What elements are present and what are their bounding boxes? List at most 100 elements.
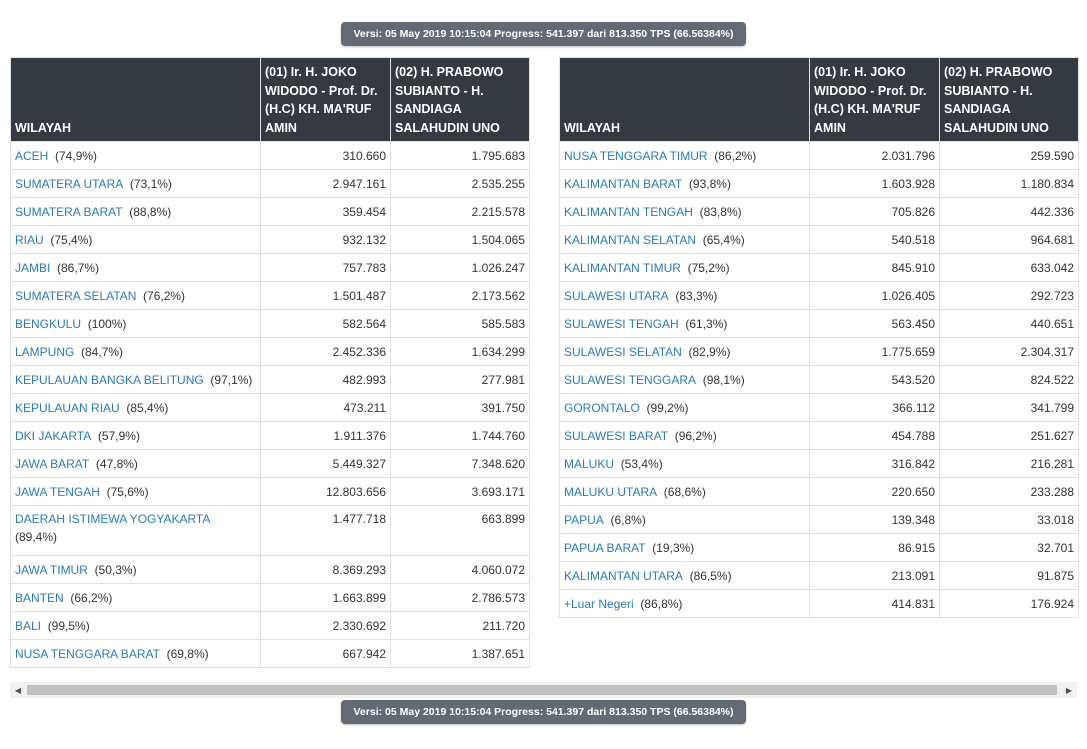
region-link[interactable]: LAMPUNG xyxy=(15,344,75,359)
region-link[interactable]: MALUKU UTARA xyxy=(564,484,658,499)
region-link[interactable]: +Luar Negeri xyxy=(564,596,634,611)
votes-candidate-02: 33.018 xyxy=(939,505,1079,534)
votes-candidate-01: 454.788 xyxy=(809,421,940,450)
region-link[interactable]: NUSA TENGGARA TIMUR xyxy=(564,148,708,163)
region-link[interactable]: JAWA TENGAH xyxy=(15,484,100,499)
region-cell: PAPUA BARAT (19,3%) xyxy=(559,533,810,562)
votes-candidate-02: 176.924 xyxy=(939,589,1079,618)
region-cell: BALI (99,5%) xyxy=(10,611,261,640)
region-link[interactable]: KALIMANTAN TIMUR xyxy=(564,260,681,275)
region-link[interactable]: KALIMANTAN BARAT xyxy=(564,176,683,191)
votes-candidate-01: 8.369.293 xyxy=(260,555,391,584)
votes-candidate-01: 757.783 xyxy=(260,253,391,282)
region-cell: +Luar Negeri (86,8%) xyxy=(559,589,810,618)
region-link[interactable]: SULAWESI BARAT xyxy=(564,428,669,443)
votes-candidate-01: 1.775.659 xyxy=(809,337,940,366)
region-link[interactable]: KALIMANTAN SELATAN xyxy=(564,232,697,247)
region-link[interactable]: NUSA TENGGARA BARAT xyxy=(15,646,160,661)
region-link[interactable]: GORONTALO xyxy=(564,400,640,415)
table-row: SUMATERA SELATAN (76,2%) 1.501.487 2.173.5… xyxy=(10,281,530,310)
region-cell: MALUKU (53,4%) xyxy=(559,449,810,478)
triangle-left-icon[interactable]: ◀ xyxy=(14,685,22,695)
region-link[interactable]: SULAWESI TENGAH xyxy=(564,316,679,331)
region-link[interactable]: SUMATERA BARAT xyxy=(15,204,123,219)
region-link[interactable]: SUMATERA SELATAN xyxy=(15,288,137,303)
region-progress-percent: (88,8%) xyxy=(129,204,172,219)
region-cell: ACEH (74,9%) xyxy=(10,141,261,170)
region-progress-percent: (86,7%) xyxy=(57,260,100,275)
region-cell: NUSA TENGGARA BARAT (69,8%) xyxy=(10,639,261,668)
region-progress-percent: (83,3%) xyxy=(675,288,718,303)
votes-candidate-02: 2.535.255 xyxy=(390,169,530,198)
table-row: DKI JAKARTA (57,9%) 1.911.376 1.744.760 xyxy=(10,421,530,450)
region-link[interactable]: JAMBI xyxy=(15,260,51,275)
table-row: GORONTALO (99,2%) 366.112 341.799 xyxy=(559,393,1079,422)
votes-candidate-02: 1.795.683 xyxy=(390,141,530,170)
region-link[interactable]: PAPUA BARAT xyxy=(564,540,646,555)
votes-candidate-02: 633.042 xyxy=(939,253,1079,282)
votes-candidate-02: 440.651 xyxy=(939,309,1079,338)
region-link[interactable]: PAPUA xyxy=(564,512,604,527)
header-candidate-01: (01) Ir. H. JOKO WIDODO - Prof. Dr. (H.C… xyxy=(809,57,940,142)
region-link[interactable]: BANTEN xyxy=(15,590,64,605)
votes-candidate-02: 585.583 xyxy=(390,309,530,338)
table-row: BALI (99,5%) 2.330.692 211.720 xyxy=(10,611,530,640)
region-link[interactable]: SUMATERA UTARA xyxy=(15,176,124,191)
votes-candidate-01: 139.348 xyxy=(809,505,940,534)
region-progress-percent: (86,8%) xyxy=(640,596,683,611)
votes-candidate-01: 540.518 xyxy=(809,225,940,254)
triangle-right-icon[interactable]: ▶ xyxy=(1065,685,1073,695)
region-link[interactable]: DKI JAKARTA xyxy=(15,428,92,443)
region-progress-percent: (61,3%) xyxy=(685,316,728,331)
votes-candidate-02: 91.875 xyxy=(939,561,1079,590)
region-link[interactable]: BALI xyxy=(15,618,42,633)
region-link[interactable]: KEPULAUAN BANGKA BELITUNG xyxy=(15,372,204,387)
region-progress-percent: (93,8%) xyxy=(688,176,731,191)
votes-candidate-01: 563.450 xyxy=(809,309,940,338)
region-link[interactable]: SULAWESI UTARA xyxy=(564,288,669,303)
region-link[interactable]: MALUKU xyxy=(564,456,615,471)
region-link[interactable]: ACEH xyxy=(15,148,49,163)
table-row: KEPULAUAN BANGKA BELITUNG (97,1%) 482.993… xyxy=(10,365,530,394)
region-link[interactable]: DAERAH ISTIMEWA YOGYAKARTA xyxy=(15,512,211,526)
votes-candidate-02: 2.304.317 xyxy=(939,337,1079,366)
table-row: KALIMANTAN UTARA (86,5%) 213.091 91.875 xyxy=(559,561,1079,590)
region-cell: BENGKULU (100%) xyxy=(10,309,261,338)
votes-candidate-01: 2.452.336 xyxy=(260,337,391,366)
region-link[interactable]: SULAWESI TENGGARA xyxy=(564,372,697,387)
region-cell: DAERAH ISTIMEWA YOGYAKARTA (89,4%) xyxy=(10,505,261,556)
votes-candidate-02: 2.786.573 xyxy=(390,583,530,612)
votes-candidate-01: 1.026.405 xyxy=(809,281,940,310)
votes-candidate-02: 2.173.562 xyxy=(390,281,530,310)
votes-candidate-01: 1.501.487 xyxy=(260,281,391,310)
region-progress-percent: (66,2%) xyxy=(70,590,113,605)
region-link[interactable]: JAWA TIMUR xyxy=(15,562,88,577)
region-link[interactable]: RIAU xyxy=(15,232,44,247)
votes-candidate-02: 259.590 xyxy=(939,141,1079,170)
region-link[interactable]: KALIMANTAN UTARA xyxy=(564,568,683,583)
region-link[interactable]: KALIMANTAN TENGAH xyxy=(564,204,693,219)
scrollbar-thumb[interactable] xyxy=(27,685,1057,695)
region-progress-percent: (47,8%) xyxy=(95,456,138,471)
region-cell: JAWA TIMUR (50,3%) xyxy=(10,555,261,584)
region-link[interactable]: KEPULAUAN RIAU xyxy=(15,400,120,415)
region-link[interactable]: SULAWESI SELATAN xyxy=(564,344,682,359)
results-table-left-body: ACEH (74,9%) 310.660 1.795.683 SUMATERA UTA… xyxy=(10,141,530,668)
votes-candidate-01: 845.910 xyxy=(809,253,940,282)
region-link[interactable]: BENGKULU xyxy=(15,316,82,331)
table-row: KALIMANTAN BARAT (93,8%) 1.603.928 1.180.8… xyxy=(559,169,1079,198)
votes-candidate-02: 1.634.299 xyxy=(390,337,530,366)
votes-candidate-02: 824.522 xyxy=(939,365,1079,394)
region-cell: RIAU (75,4%) xyxy=(10,225,261,254)
votes-candidate-02: 442.336 xyxy=(939,197,1079,226)
votes-candidate-01: 667.942 xyxy=(260,639,391,668)
votes-candidate-01: 1.911.376 xyxy=(260,421,391,450)
votes-candidate-01: 582.564 xyxy=(260,309,391,338)
region-progress-percent: (96,2%) xyxy=(674,428,717,443)
horizontal-scrollbar[interactable]: ◀ ▶ xyxy=(10,682,1077,698)
votes-candidate-01: 2.031.796 xyxy=(809,141,940,170)
table-row: NUSA TENGGARA BARAT (69,8%) 667.942 1.387.… xyxy=(10,639,530,668)
region-link[interactable]: JAWA BARAT xyxy=(15,456,90,471)
region-progress-percent: (74,9%) xyxy=(55,148,98,163)
results-table-right: WILAYAH (01) Ir. H. JOKO WIDODO - Prof. … xyxy=(559,57,1079,618)
